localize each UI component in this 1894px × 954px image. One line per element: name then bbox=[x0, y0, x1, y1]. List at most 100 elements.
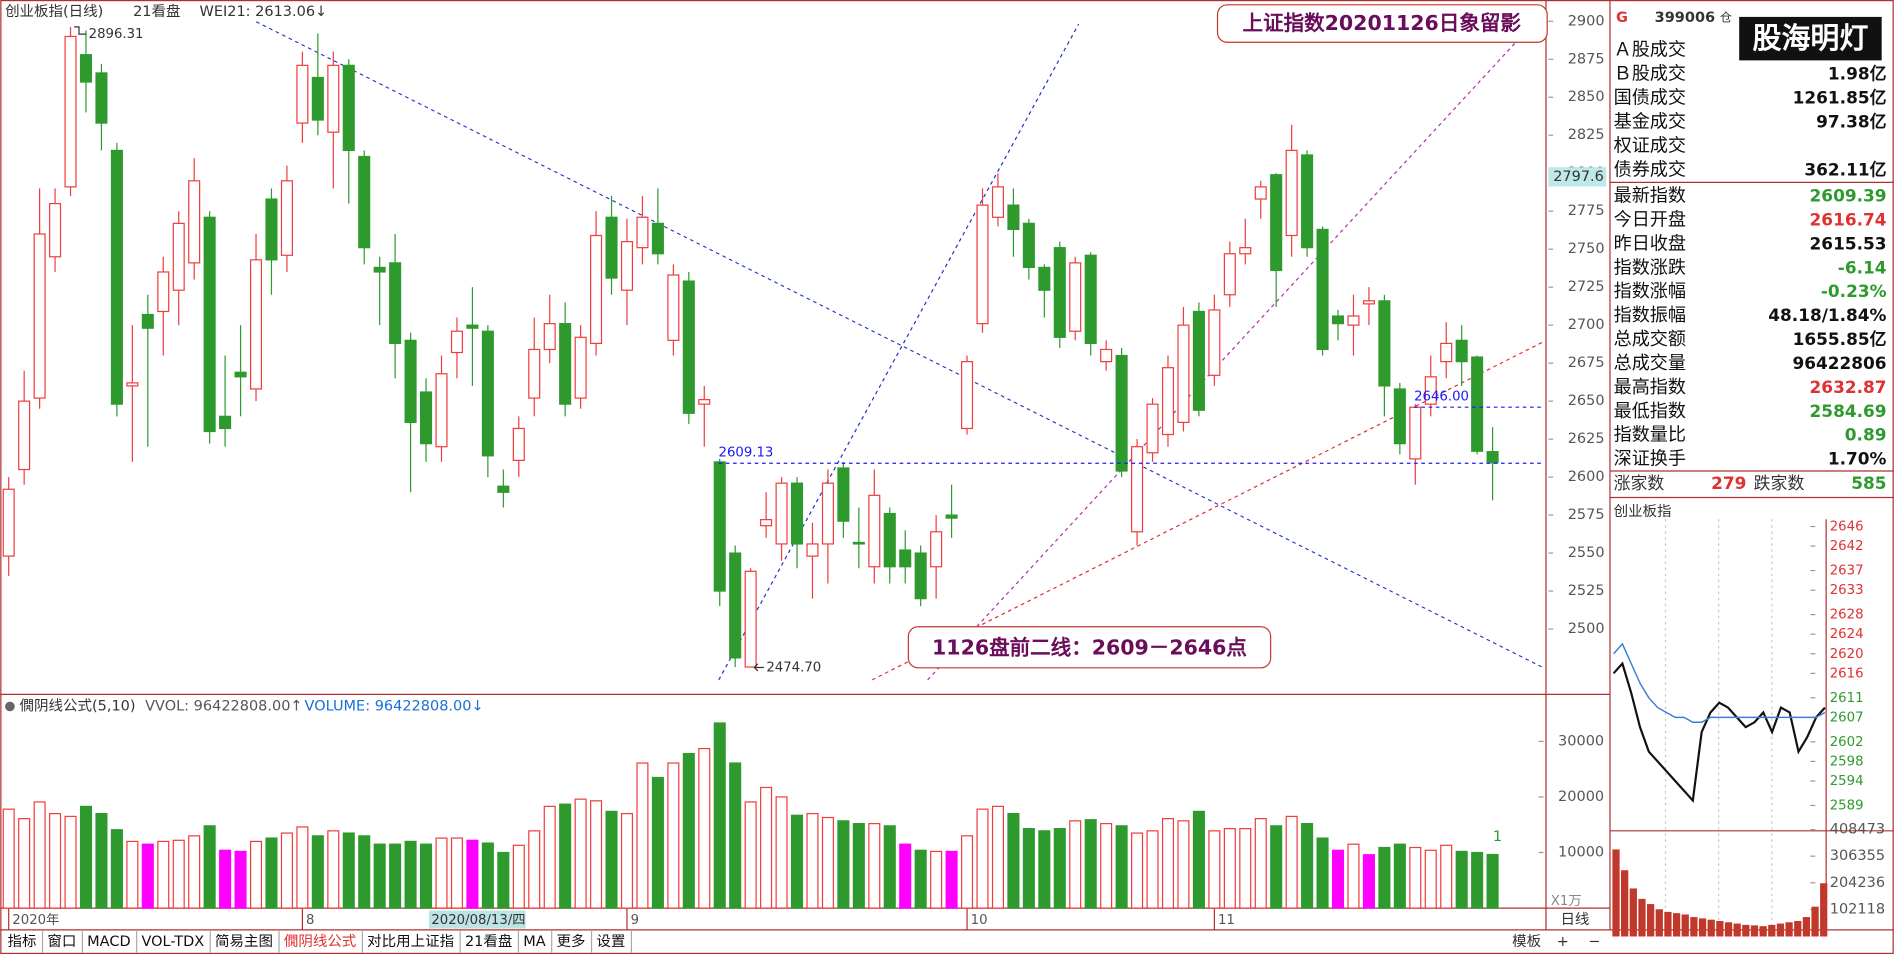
advance: 279 bbox=[1711, 473, 1746, 493]
volume-bar bbox=[1069, 820, 1082, 909]
volume-bar bbox=[930, 850, 943, 909]
volume-bar bbox=[1347, 843, 1360, 909]
volume-bar bbox=[775, 796, 788, 909]
volume-bar bbox=[2, 808, 15, 909]
candle-body bbox=[311, 76, 324, 121]
volume-bar bbox=[991, 805, 1004, 909]
candle-body bbox=[1115, 354, 1128, 472]
y-tick-label: 2550 bbox=[1568, 545, 1605, 561]
volume-bar bbox=[1053, 828, 1066, 909]
volume-bar bbox=[1007, 813, 1020, 909]
y-tick-label: 2750 bbox=[1568, 241, 1605, 257]
candle-body bbox=[512, 427, 525, 461]
stat-value: -0.23% bbox=[1821, 281, 1887, 301]
stat-label: Ｂ股成交 bbox=[1614, 64, 1686, 85]
volume-bar bbox=[883, 825, 896, 909]
candle-body bbox=[33, 233, 46, 399]
toolbar-tab[interactable]: 对比用上证指 bbox=[367, 933, 454, 950]
volume-bar bbox=[1254, 818, 1267, 909]
volume-bar bbox=[1647, 904, 1655, 937]
unit-label: X1万 bbox=[1551, 894, 1582, 909]
zoom-in[interactable]: + bbox=[1557, 934, 1569, 950]
volume-bar bbox=[961, 835, 974, 909]
y-tick-label: 2850 bbox=[1568, 89, 1605, 105]
zoom-out[interactable]: − bbox=[1588, 934, 1600, 950]
candle-body bbox=[1331, 315, 1345, 325]
candle-body bbox=[651, 222, 664, 255]
candle-body bbox=[219, 415, 232, 430]
max-label: 2896.31 bbox=[89, 27, 144, 42]
volume-bar bbox=[265, 837, 278, 909]
volume-bar bbox=[821, 816, 834, 909]
volume-bar bbox=[620, 813, 634, 909]
min-pointer bbox=[753, 663, 764, 672]
volume-bar bbox=[1084, 819, 1097, 909]
volume-bar bbox=[574, 798, 587, 909]
candle-body bbox=[1192, 310, 1205, 411]
volume-bar bbox=[651, 776, 664, 909]
indicator: VOLUME: 96422808.00↓ bbox=[305, 698, 484, 714]
candle-body bbox=[1223, 253, 1236, 296]
volume-bar bbox=[141, 843, 154, 909]
toolbar-tab[interactable]: 21看盘 bbox=[465, 932, 512, 950]
toolbar-tab[interactable]: MACD bbox=[87, 934, 130, 950]
volume-bar bbox=[590, 800, 603, 909]
volume-bar bbox=[1115, 825, 1128, 909]
candle-body bbox=[481, 330, 494, 457]
toolbar-tab[interactable]: 更多 bbox=[557, 933, 586, 950]
y-tick-label: 2628 bbox=[1830, 608, 1864, 623]
candle-body bbox=[1362, 300, 1375, 305]
candle-body bbox=[342, 64, 355, 152]
intraday-line bbox=[1612, 661, 1826, 804]
volume-bar bbox=[1820, 883, 1828, 937]
template-tab[interactable]: 模板 bbox=[1512, 932, 1541, 950]
stat-value: 2632.87 bbox=[1810, 377, 1887, 397]
period[interactable]: 日线 bbox=[1560, 911, 1589, 928]
toolbar-tab[interactable]: 窗口 bbox=[47, 932, 76, 950]
candle-body bbox=[976, 204, 989, 325]
candle-body bbox=[1022, 222, 1035, 269]
candle-body bbox=[1471, 356, 1484, 452]
stat-value: 2584.69 bbox=[1810, 401, 1887, 421]
y-tick-label: 2600 bbox=[1568, 469, 1605, 485]
volume-bar bbox=[1733, 923, 1741, 937]
candle-body bbox=[868, 494, 881, 568]
toolbar-tab[interactable]: 指标 bbox=[7, 933, 36, 950]
volume-bar bbox=[667, 762, 680, 909]
candle-body bbox=[466, 324, 479, 329]
candle-body bbox=[497, 485, 510, 493]
volume-bar bbox=[188, 835, 201, 909]
stat-label: 指数量比 bbox=[1614, 425, 1686, 446]
candle-body bbox=[1316, 228, 1329, 351]
toolbar-tab[interactable]: VOL-TDX bbox=[141, 934, 204, 950]
volume-bar bbox=[435, 837, 448, 909]
candle-body bbox=[1084, 254, 1097, 344]
toolbar-tab[interactable]: MA bbox=[523, 934, 545, 950]
y-tick-label: 204236 bbox=[1830, 875, 1885, 891]
candle-body bbox=[1455, 339, 1468, 363]
intraday-line bbox=[1613, 642, 1826, 723]
candle-body bbox=[420, 391, 433, 445]
candle-body bbox=[559, 323, 572, 405]
stat-label: 权证成交 bbox=[1614, 135, 1686, 156]
candle-body bbox=[1378, 300, 1391, 387]
candle-body bbox=[1177, 324, 1190, 423]
toolbar-tab[interactable]: 简易主图 bbox=[215, 933, 273, 950]
toolbar-tab[interactable]: 僩阴线公式 bbox=[284, 933, 356, 950]
volume-bar bbox=[110, 829, 123, 909]
volume-bar bbox=[1621, 870, 1629, 937]
volume-bar bbox=[249, 840, 263, 909]
toolbar-tab[interactable]: 设置 bbox=[596, 933, 625, 950]
candle-body bbox=[18, 400, 31, 471]
volume-bar bbox=[389, 843, 402, 909]
min-label: 2474.70 bbox=[766, 660, 821, 675]
collapse-icon[interactable] bbox=[5, 701, 15, 712]
volume-bar bbox=[1802, 917, 1811, 937]
volume-bar bbox=[1301, 823, 1314, 909]
candle-body bbox=[2, 488, 15, 557]
time-dividers bbox=[1664, 519, 1773, 930]
stat-label: 昨日收盘 bbox=[1614, 233, 1686, 254]
volume-bar bbox=[1038, 830, 1051, 909]
y-tick-label: 102118 bbox=[1830, 901, 1885, 917]
